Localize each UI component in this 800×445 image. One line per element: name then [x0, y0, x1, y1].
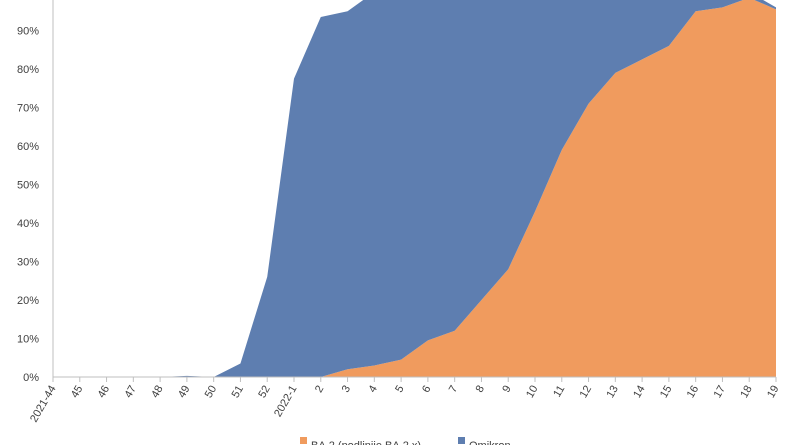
y-tick-label: 30% — [17, 257, 39, 269]
x-tick-label: 48 — [149, 384, 166, 401]
x-tick-label: 49 — [176, 384, 193, 401]
x-tick-label: 6 — [420, 384, 433, 395]
x-tick-label: 9 — [500, 384, 513, 395]
legend-swatch-1 — [300, 437, 307, 444]
series-areas — [53, 0, 776, 377]
x-axis-tick-labels: 2021-44 45 46 47 48 49 50 51 52 2022-1 2 3 4 5 6 7 8 9 10 1… — [28, 384, 782, 425]
x-tick-label: 3 — [340, 384, 353, 395]
x-tick-label: 5 — [393, 384, 406, 395]
y-tick-label: 20% — [17, 295, 39, 307]
x-tick-label: 45 — [69, 384, 86, 401]
area-series-1 — [53, 0, 776, 377]
x-tick-label: 19 — [765, 384, 782, 401]
axes — [52, 0, 777, 382]
y-tick-label: 80% — [17, 64, 39, 76]
y-tick-label: 0% — [23, 372, 39, 384]
x-tick-label: 17 — [712, 384, 729, 401]
y-tick-label: 40% — [17, 218, 39, 230]
legend-label-2: Omikron — [469, 440, 511, 445]
x-tick-label: 4 — [366, 384, 379, 395]
x-tick-label: 15 — [658, 384, 675, 401]
x-tick-label: 18 — [738, 384, 755, 401]
x-tick-label: 16 — [685, 384, 702, 401]
y-tick-label: 90% — [17, 26, 39, 38]
y-tick-label: 70% — [17, 103, 39, 115]
x-tick-label: 2 — [313, 384, 326, 395]
x-tick-label: 12 — [578, 384, 595, 401]
legend-label-1: BA.2 (podlinije BA.2.x) — [311, 440, 421, 445]
x-tick-label: 13 — [604, 384, 621, 401]
legend-swatch-2 — [458, 437, 465, 444]
x-tick-label: 46 — [96, 384, 113, 401]
x-tick-label: 14 — [631, 384, 648, 401]
y-tick-label: 10% — [17, 334, 39, 346]
y-axis-tick-labels: 0% 10% 20% 30% 40% 50% 60% 70% 80% 90% — [17, 26, 39, 385]
x-tick-label: 52 — [256, 384, 273, 401]
y-tick-label: 60% — [17, 141, 39, 153]
area-series-2 — [53, 0, 776, 377]
x-tick-label: 7 — [447, 384, 460, 395]
x-tick-label: 11 — [551, 384, 567, 400]
x-tick-label: 10 — [524, 384, 541, 401]
legend: BA.2 (podlinije BA.2.x) Omikron — [300, 437, 511, 445]
x-tick-label: 50 — [203, 384, 220, 401]
y-tick-label: 50% — [17, 180, 39, 192]
x-tick-label: 47 — [122, 384, 139, 401]
x-tick-label: 51 — [230, 384, 247, 401]
x-tick-label: 8 — [474, 384, 487, 395]
